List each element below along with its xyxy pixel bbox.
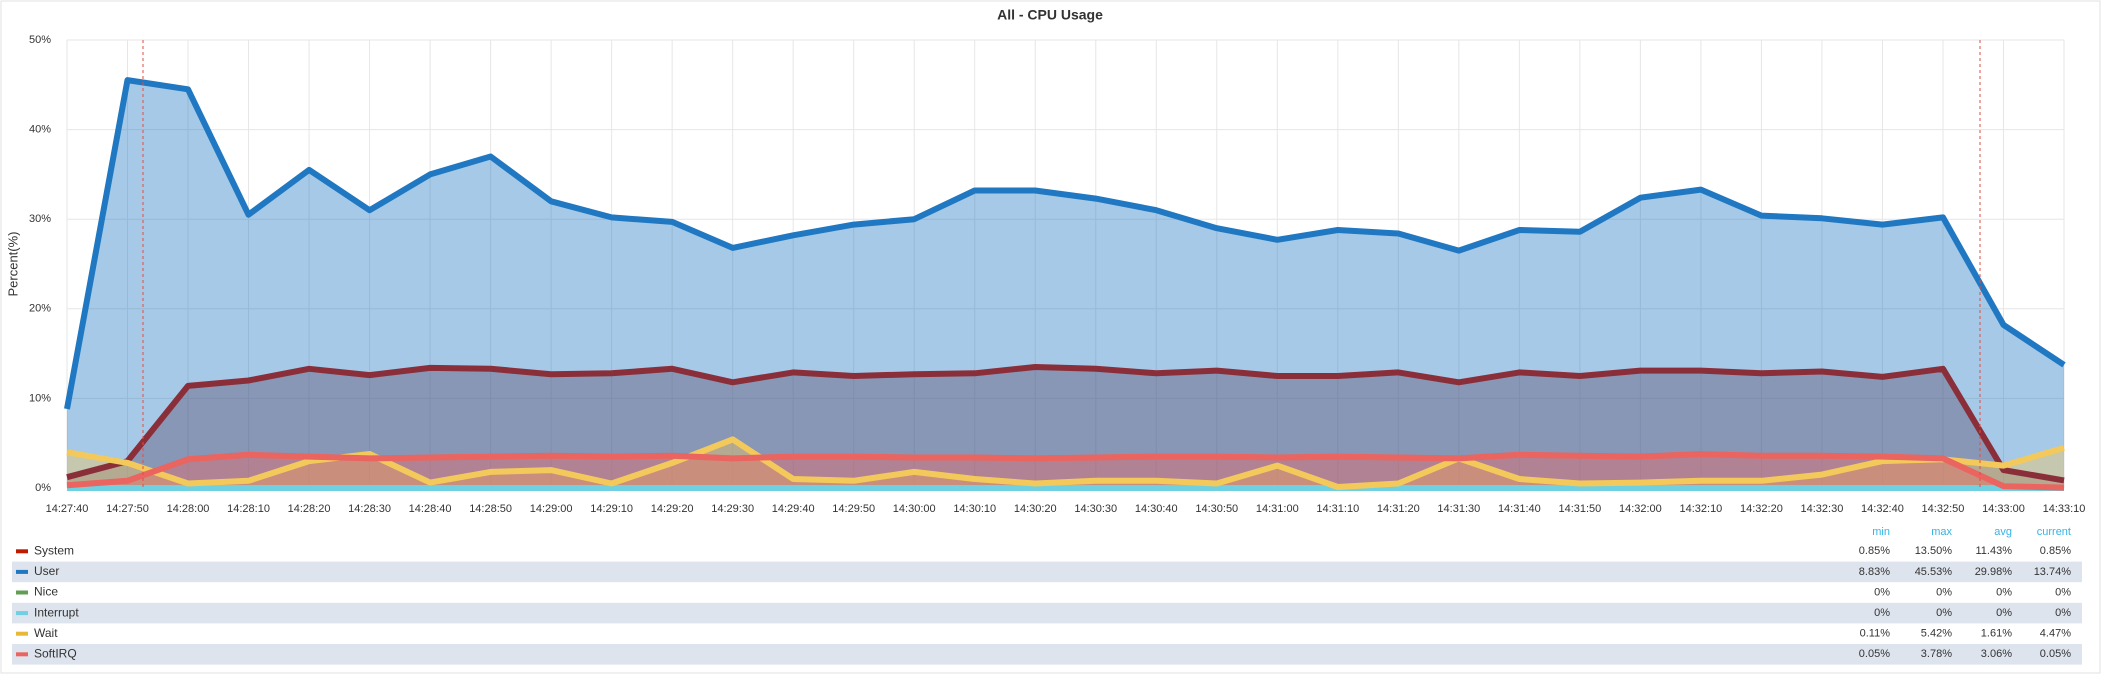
legend-label: SoftIRQ bbox=[34, 646, 77, 660]
legend-stat: 0.05% bbox=[1859, 648, 1890, 660]
legend-stat: 0% bbox=[1936, 607, 1952, 619]
x-tick-label: 14:27:40 bbox=[46, 503, 89, 515]
legend-label: Nice bbox=[34, 585, 58, 599]
x-tick-label: 14:31:30 bbox=[1437, 503, 1480, 515]
legend-stat: 13.74% bbox=[2034, 566, 2072, 578]
x-tick-label: 14:32:30 bbox=[1801, 503, 1844, 515]
series-area bbox=[67, 80, 2064, 488]
x-tick-label: 14:29:00 bbox=[530, 503, 573, 515]
x-tick-label: 14:29:20 bbox=[651, 503, 694, 515]
y-tick-label: 50% bbox=[29, 34, 51, 46]
x-tick-label: 14:32:00 bbox=[1619, 503, 1662, 515]
x-tick-label: 14:33:10 bbox=[2043, 503, 2086, 515]
legend-swatch bbox=[16, 652, 28, 657]
legend-stat: 0% bbox=[2055, 586, 2071, 598]
x-tick-label: 14:30:50 bbox=[1195, 503, 1238, 515]
legend-column-header: avg bbox=[1994, 526, 2012, 538]
legend-row-bg bbox=[12, 561, 2082, 583]
legend-swatch bbox=[16, 611, 28, 616]
legend-label: User bbox=[34, 564, 59, 578]
series-line bbox=[66, 364, 2065, 484]
legend-column-header: max bbox=[1931, 526, 1952, 538]
legend-stat: 4.47% bbox=[2040, 628, 2071, 640]
y-tick-label: 40% bbox=[29, 124, 51, 136]
y-axis-label: Percent(%) bbox=[5, 231, 20, 296]
legend-swatch bbox=[16, 590, 28, 595]
legend-stat: 11.43% bbox=[1976, 545, 2013, 557]
x-tick-label: 14:32:50 bbox=[1922, 503, 1965, 515]
x-tick-label: 14:29:30 bbox=[711, 503, 754, 515]
x-tick-label: 14:28:50 bbox=[469, 503, 512, 515]
x-tick-label: 14:28:40 bbox=[409, 503, 452, 515]
legend-row-bg bbox=[12, 602, 2082, 624]
legend-column-header: current bbox=[2037, 526, 2071, 538]
x-tick-label: 14:32:20 bbox=[1740, 503, 1783, 515]
legend-stat: 29.98% bbox=[1975, 566, 2013, 578]
x-tick-label: 14:31:40 bbox=[1498, 503, 1541, 515]
legend-stat: 0% bbox=[1874, 607, 1890, 619]
x-tick-label: 14:27:50 bbox=[106, 503, 149, 515]
legend-label: Interrupt bbox=[34, 605, 79, 619]
y-tick-label: 10% bbox=[29, 392, 51, 404]
legend-stat: 3.06% bbox=[1981, 648, 2012, 660]
x-tick-label: 14:30:30 bbox=[1074, 503, 1117, 515]
series-line bbox=[66, 451, 2065, 491]
legend: min max avg current System 0.85% 13.50% 11.43% 0… bbox=[12, 526, 2082, 665]
legend-stat: 1.61% bbox=[1981, 628, 2012, 640]
chart-title: All - CPU Usage bbox=[997, 7, 1103, 23]
lines bbox=[64, 77, 2066, 491]
x-tick-label: 14:31:10 bbox=[1316, 503, 1359, 515]
legend-label: System bbox=[34, 543, 74, 557]
x-tick-label: 14:30:10 bbox=[953, 503, 996, 515]
legend-stat: 8.83% bbox=[1859, 566, 1890, 578]
y-tick-label: 20% bbox=[29, 303, 51, 315]
legend-stat: 13.50% bbox=[1915, 545, 1953, 557]
legend-stat: 0.05% bbox=[2040, 648, 2071, 660]
legend-stat: 0% bbox=[1996, 607, 2012, 619]
x-tick-label: 14:30:40 bbox=[1135, 503, 1178, 515]
x-tick-label: 14:31:00 bbox=[1256, 503, 1299, 515]
x-tick-label: 14:29:50 bbox=[832, 503, 875, 515]
series-line bbox=[64, 77, 2066, 410]
legend-stat: 0.85% bbox=[1859, 545, 1890, 557]
legend-row-bg bbox=[12, 644, 2082, 665]
legend-swatch bbox=[16, 569, 28, 574]
legend-stat: 0% bbox=[2055, 607, 2071, 619]
x-tick-label: 14:31:20 bbox=[1377, 503, 1420, 515]
legend-stat: 0% bbox=[1996, 586, 2012, 598]
x-tick-label: 14:28:20 bbox=[288, 503, 331, 515]
x-tick-label: 14:28:10 bbox=[227, 503, 270, 515]
legend-label: Wait bbox=[34, 626, 58, 640]
y-tick-label: 0% bbox=[35, 482, 51, 494]
series-line bbox=[66, 436, 2065, 490]
legend-stat: 3.78% bbox=[1921, 648, 1952, 660]
legend-stat: 45.53% bbox=[1915, 566, 1953, 578]
x-tick-label: 14:28:00 bbox=[167, 503, 210, 515]
y-tick-label: 30% bbox=[29, 213, 51, 225]
legend-stat: 5.42% bbox=[1921, 628, 1952, 640]
x-tick-label: 14:29:40 bbox=[772, 503, 815, 515]
labels: 0% 10% 20% 30% 40% 50% 14:27:40 14:27:50 14:28:0… bbox=[29, 34, 2085, 515]
x-tick-label: 14:28:30 bbox=[348, 503, 391, 515]
legend-stat: 0.85% bbox=[2040, 545, 2071, 557]
x-tick-label: 14:31:50 bbox=[1558, 503, 1601, 515]
legend-stat: 0% bbox=[1874, 586, 1890, 598]
legend-swatch bbox=[16, 631, 28, 636]
legend-stat: 0.11% bbox=[1860, 628, 1891, 640]
x-tick-label: 14:32:40 bbox=[1861, 503, 1904, 515]
legend-swatch bbox=[16, 549, 28, 554]
x-tick-label: 14:32:10 bbox=[1679, 503, 1722, 515]
x-tick-label: 14:30:20 bbox=[1014, 503, 1057, 515]
legend-column-header: min bbox=[1872, 526, 1890, 538]
x-tick-label: 14:30:00 bbox=[893, 503, 936, 515]
x-tick-label: 14:29:10 bbox=[590, 503, 633, 515]
x-tick-label: 14:33:00 bbox=[1982, 503, 2025, 515]
legend-stat: 0% bbox=[1936, 586, 1952, 598]
